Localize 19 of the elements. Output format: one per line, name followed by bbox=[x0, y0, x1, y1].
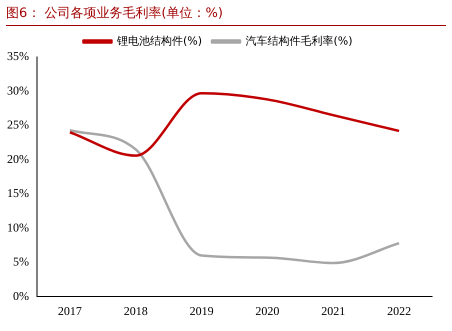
x-tick-label: 2019 bbox=[190, 304, 214, 318]
x-tick-label: 2022 bbox=[387, 304, 412, 318]
legend-label: 锂电池结构件(%) bbox=[116, 34, 202, 48]
y-tick-label: 15% bbox=[6, 186, 29, 200]
x-tick-label: 2020 bbox=[255, 304, 280, 318]
y-tick-label: 35% bbox=[6, 49, 29, 64]
y-tick-label: 25% bbox=[6, 118, 29, 132]
legend-label: 汽车结构件毛利率(%) bbox=[246, 34, 353, 48]
x-tick-label: 2018 bbox=[124, 304, 148, 318]
y-tick-label: 20% bbox=[6, 152, 29, 166]
y-tick-label: 30% bbox=[6, 83, 29, 98]
y-tick-label: 5% bbox=[12, 254, 29, 269]
line-series bbox=[68, 129, 400, 264]
y-tick-label: 10% bbox=[6, 220, 29, 234]
line-series bbox=[68, 92, 400, 157]
y-tick-label: 0% bbox=[12, 288, 29, 303]
chart-title: 图6： 公司各项业务毛利率(单位：%) bbox=[6, 4, 446, 26]
x-tick-label: 2017 bbox=[58, 304, 82, 318]
x-tick-label: 2021 bbox=[321, 304, 346, 318]
